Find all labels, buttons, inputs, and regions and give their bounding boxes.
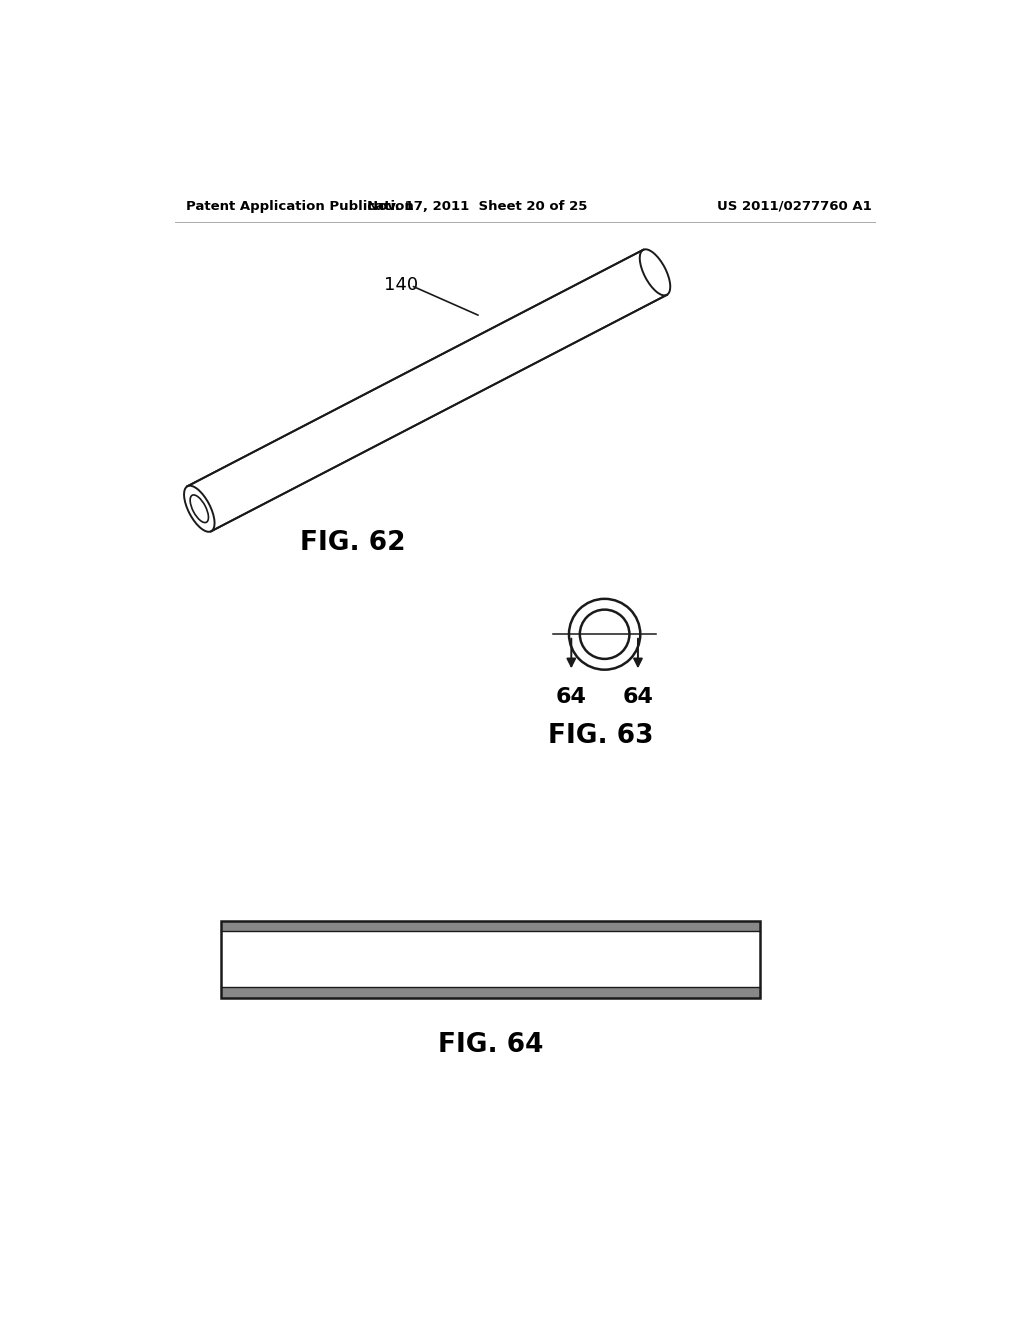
Text: 64: 64 [556,686,587,706]
Ellipse shape [640,249,671,296]
Ellipse shape [569,599,640,669]
Text: 64: 64 [623,686,653,706]
Ellipse shape [190,495,209,523]
Text: FIG. 63: FIG. 63 [548,723,653,748]
Text: Nov. 17, 2011  Sheet 20 of 25: Nov. 17, 2011 Sheet 20 of 25 [367,199,587,213]
Bar [221,987,760,998]
Polygon shape [187,249,667,531]
Text: US 2011/0277760 A1: US 2011/0277760 A1 [717,199,871,213]
Text: FIG. 62: FIG. 62 [300,531,406,557]
Bar [221,921,760,998]
Bar [221,921,760,932]
Text: Patent Application Publication: Patent Application Publication [186,199,414,213]
Ellipse shape [184,486,215,532]
Bar [221,921,760,998]
Text: FIG. 64: FIG. 64 [437,1032,543,1059]
Text: 140: 140 [384,276,418,294]
Ellipse shape [580,610,630,659]
